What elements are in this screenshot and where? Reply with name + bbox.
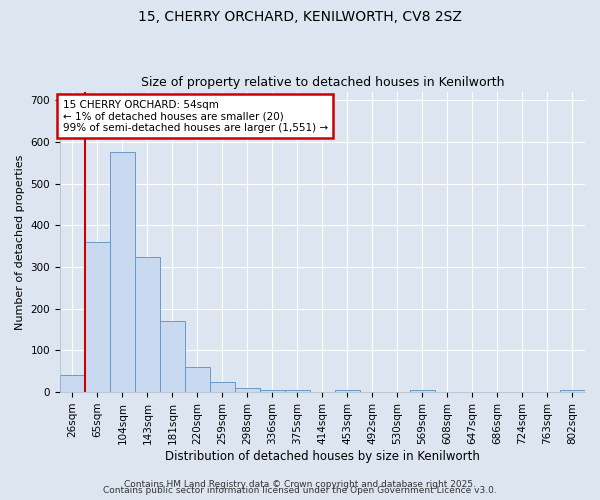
Bar [560, 390, 584, 392]
Bar [135, 256, 160, 392]
Text: 15, CHERRY ORCHARD, KENILWORTH, CV8 2SZ: 15, CHERRY ORCHARD, KENILWORTH, CV8 2SZ [138, 10, 462, 24]
X-axis label: Distribution of detached houses by size in Kenilworth: Distribution of detached houses by size … [165, 450, 480, 462]
Bar [85, 242, 110, 392]
Text: Contains HM Land Registry data © Crown copyright and database right 2025.: Contains HM Land Registry data © Crown c… [124, 480, 476, 489]
Bar [60, 376, 85, 392]
Y-axis label: Number of detached properties: Number of detached properties [15, 154, 25, 330]
Bar [160, 322, 185, 392]
Text: Contains public sector information licensed under the Open Government Licence v3: Contains public sector information licen… [103, 486, 497, 495]
Bar [286, 390, 310, 392]
Bar [110, 152, 134, 392]
Title: Size of property relative to detached houses in Kenilworth: Size of property relative to detached ho… [141, 76, 504, 90]
Bar [211, 382, 235, 392]
Bar [335, 390, 359, 392]
Bar [235, 388, 260, 392]
Bar [260, 390, 284, 392]
Text: 15 CHERRY ORCHARD: 54sqm
← 1% of detached houses are smaller (20)
99% of semi-de: 15 CHERRY ORCHARD: 54sqm ← 1% of detache… [62, 100, 328, 133]
Bar [410, 390, 434, 392]
Bar [185, 367, 209, 392]
